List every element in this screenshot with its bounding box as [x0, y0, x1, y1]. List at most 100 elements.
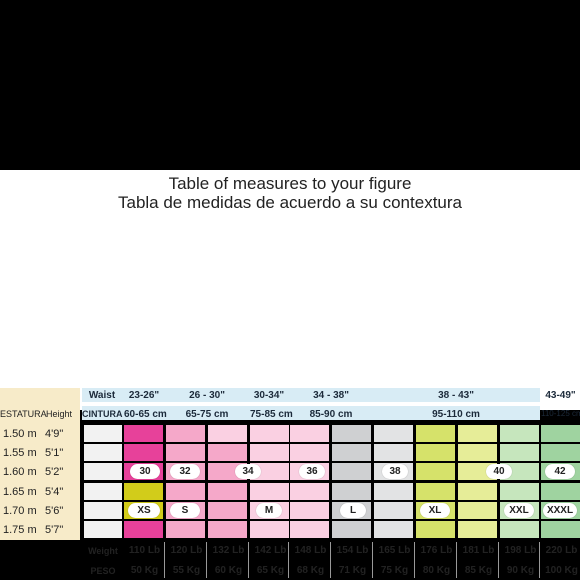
- size-cell: [416, 463, 455, 480]
- waist-range-cm: 65-75 cm: [185, 409, 229, 420]
- weight-kg: 68 Kg: [296, 565, 325, 576]
- height-label: Height: [46, 409, 73, 419]
- size-cell: [458, 521, 497, 538]
- size-cell: [500, 444, 539, 461]
- weight-lb: 181 Lb: [462, 545, 495, 556]
- weight-lb: 120 Lb: [170, 545, 203, 556]
- size-cell: [166, 444, 205, 461]
- footer-divider: [414, 542, 415, 578]
- size-cell: [290, 502, 329, 519]
- weight-lb: 110 Lb: [128, 545, 161, 556]
- size-cell: [541, 444, 580, 461]
- height-band: [0, 388, 80, 540]
- size-cell: [541, 483, 580, 500]
- footer-divider: [248, 542, 249, 578]
- size-cell: [500, 521, 539, 538]
- size-cell: [416, 483, 455, 500]
- size-cell: [332, 521, 371, 538]
- size-letter-badge: XXXL: [543, 503, 577, 518]
- size-number-badge: 40: [486, 464, 512, 479]
- waist-range-cm: 95-110 cm: [432, 409, 480, 420]
- empty-cell: [84, 425, 122, 442]
- size-cell: [208, 444, 247, 461]
- size-cell: [500, 425, 539, 442]
- size-cell: [166, 483, 205, 500]
- waist-range-cm: 75-85 cm: [250, 409, 293, 420]
- size-cell: [208, 425, 247, 442]
- weight-lb: 132 Lb: [212, 545, 245, 556]
- weight-kg: 50 Kg: [130, 565, 159, 576]
- size-cell: [416, 521, 455, 538]
- size-letter-badge: M: [256, 503, 282, 518]
- size-cell: [250, 483, 289, 500]
- size-cell: [458, 425, 497, 442]
- size-letter-badge: S: [170, 503, 200, 518]
- weight-lb: 165 Lb: [378, 545, 411, 556]
- size-cell: [374, 425, 413, 442]
- weight-kg: 80 Kg: [422, 565, 451, 576]
- size-cell: [458, 502, 497, 519]
- empty-cell: [84, 521, 122, 538]
- footer-divider: [164, 542, 165, 578]
- size-cell: [250, 444, 289, 461]
- footer-divider: [206, 542, 207, 578]
- size-cell: [208, 483, 247, 500]
- waist-range-in: 23-26": [128, 390, 160, 401]
- header-band-row1: [82, 388, 540, 402]
- weight-lb: 142 Lb: [254, 545, 287, 556]
- size-letter-badge: XL: [420, 503, 450, 518]
- waist-label: Waist: [88, 390, 116, 401]
- size-cell: [541, 521, 580, 538]
- size-cell: [124, 521, 163, 538]
- size-cell: [250, 521, 289, 538]
- size-cell: [500, 483, 539, 500]
- size-cell: [374, 483, 413, 500]
- height-metric: 1.65 m: [3, 486, 37, 498]
- weight-kg: 71 Kg: [338, 565, 367, 576]
- size-letter-badge: XXL: [504, 503, 534, 518]
- size-number-badge: 32: [170, 464, 200, 479]
- size-cell: [124, 444, 163, 461]
- chart-title-english: Table of measures to your figure: [168, 174, 412, 193]
- size-cell: [290, 483, 329, 500]
- waist-range-in: 26 - 30": [189, 390, 225, 401]
- weight-kg: 100 Kg: [545, 565, 578, 576]
- estatura-label: ESTATURA: [0, 409, 47, 419]
- empty-cell: [84, 444, 122, 461]
- size-cell: [374, 521, 413, 538]
- height-imperial: 5'1": [45, 447, 64, 459]
- size-cell: [332, 444, 371, 461]
- height-metric: 1.55 m: [3, 447, 37, 459]
- size-cell: [124, 425, 163, 442]
- weight-kg: 65 Kg: [256, 565, 285, 576]
- waist-range-cm: 60-65 cm: [124, 409, 167, 420]
- footer-divider: [456, 542, 457, 578]
- height-imperial: 5'4": [45, 486, 64, 498]
- size-cell: [458, 444, 497, 461]
- size-cell: [374, 502, 413, 519]
- size-cell: [250, 425, 289, 442]
- weight-kg: 85 Kg: [464, 565, 493, 576]
- empty-cell: [84, 502, 122, 519]
- weight-kg: 55 Kg: [172, 565, 201, 576]
- height-metric: 1.50 m: [3, 428, 37, 440]
- footer-divider: [330, 542, 331, 578]
- size-cell: [208, 521, 247, 538]
- footer-divider: [539, 542, 540, 578]
- size-number-badge: 38: [382, 464, 408, 479]
- size-cell: [124, 483, 163, 500]
- footer-divider: [288, 542, 289, 578]
- weight-kg: 90 Kg: [506, 565, 535, 576]
- chart-title-spanish: Tabla de medidas de acuerdo a su context…: [117, 193, 462, 212]
- empty-cell: [84, 463, 122, 480]
- size-cell: [416, 444, 455, 461]
- footer-divider: [498, 542, 499, 578]
- weight-kg: 60 Kg: [214, 565, 243, 576]
- weight-lb: 148 Lb: [294, 545, 327, 556]
- weight-lb: 154 Lb: [336, 545, 369, 556]
- height-imperial: 5'2": [45, 466, 64, 478]
- size-cell: [458, 483, 497, 500]
- size-cell: [332, 425, 371, 442]
- height-imperial: 5'7": [45, 524, 64, 536]
- height-imperial: 5'6": [45, 505, 64, 517]
